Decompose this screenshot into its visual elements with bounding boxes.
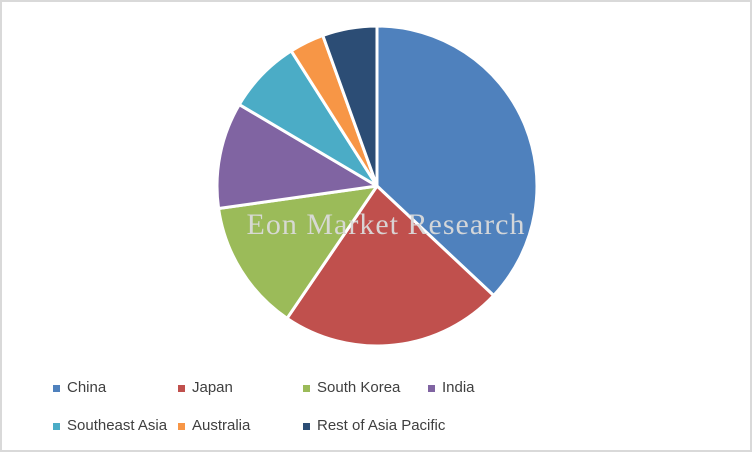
legend-item-southeast-asia: Southeast Asia bbox=[53, 416, 167, 436]
pie-slice-india bbox=[215, 103, 379, 211]
legend-label-southeast-asia: Southeast Asia bbox=[67, 417, 168, 434]
legend-label-india: India bbox=[442, 379, 475, 396]
legend-swatch-china bbox=[53, 384, 60, 392]
legend-swatch-japan bbox=[178, 384, 185, 392]
legend-swatch-india bbox=[428, 384, 435, 392]
legend-item-japan: Japan bbox=[178, 378, 233, 398]
legend-swatch-southeast-asia bbox=[53, 422, 60, 430]
pie-slice-china bbox=[375, 24, 539, 298]
legend-label-australia: Australia bbox=[192, 417, 251, 434]
legend-swatch-south-korea bbox=[303, 384, 310, 392]
pie-slice-japan bbox=[285, 184, 496, 348]
legend-swatch-australia bbox=[178, 422, 185, 430]
legend-item-rest-of-asia-pacific: Rest of Asia Pacific bbox=[303, 416, 445, 436]
legend-item-india: India bbox=[428, 378, 475, 398]
legend-swatch-rest-of-asia-pacific bbox=[303, 422, 310, 430]
legend-label-japan: Japan bbox=[192, 379, 233, 396]
legend-item-south-korea: South Korea bbox=[303, 378, 400, 398]
pie-slice-rest-of-asia-pacific bbox=[321, 24, 379, 188]
legend-label-rest-of-asia-pacific: Rest of Asia Pacific bbox=[317, 417, 446, 434]
legend-label-south-korea: South Korea bbox=[317, 379, 401, 396]
legend-label-china: China bbox=[67, 379, 107, 396]
legend: China Japan South Korea India Southeast Asia… bbox=[53, 378, 713, 442]
legend-item-australia: Australia bbox=[178, 416, 250, 436]
legend-item-china: China bbox=[53, 378, 106, 398]
pie-slice-south-korea bbox=[217, 184, 379, 320]
